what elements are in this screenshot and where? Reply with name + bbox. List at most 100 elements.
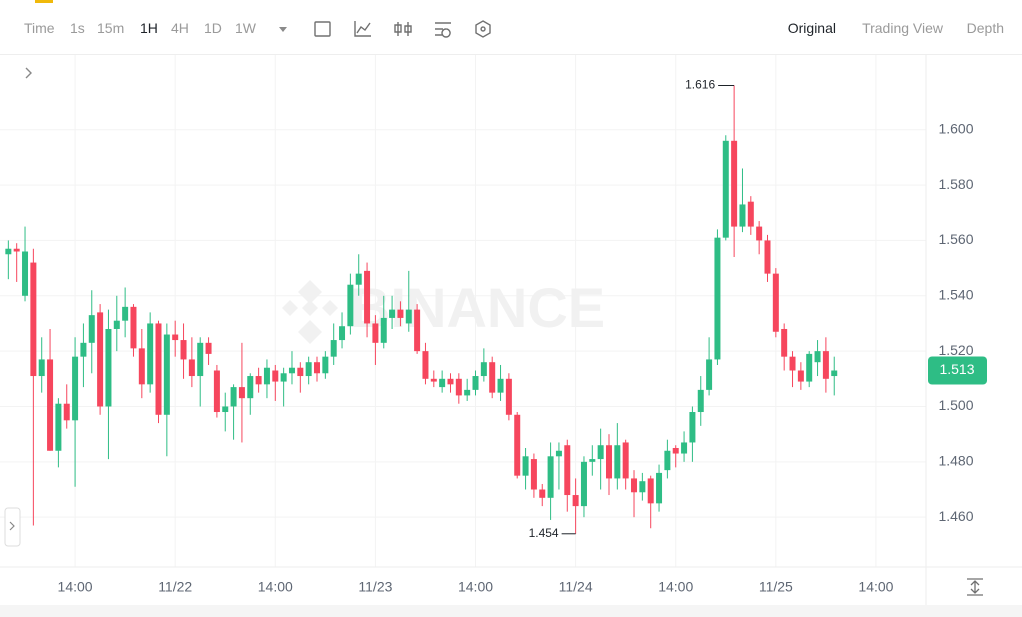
view-tab[interactable]: Trading View (862, 20, 943, 36)
candle-body (555, 450, 562, 457)
candle-body (305, 362, 312, 377)
candle-body (197, 342, 204, 377)
toolbar: Time 1s 15m 1H 4H 1D 1W Original Trading View Dep… (0, 0, 1022, 55)
max-label: 1.616 (685, 78, 715, 92)
watermark: BINANCE (350, 276, 605, 339)
candle-body (706, 359, 713, 390)
candle-body (597, 445, 604, 460)
price-tag (928, 356, 987, 385)
y-tick-label: 1.500 (938, 397, 973, 413)
y-tick-label: 1.560 (938, 231, 973, 247)
x-tick-label: 11/23 (358, 579, 392, 595)
candle-body (13, 248, 20, 252)
candle-body (505, 378, 512, 415)
candle-body (380, 317, 387, 343)
interval-button[interactable]: 1s (70, 20, 85, 36)
candle-body (130, 306, 137, 349)
candle-body (480, 362, 487, 377)
candle-body (138, 348, 145, 385)
view-tab[interactable]: Original (787, 20, 836, 36)
candle-body (739, 204, 746, 227)
accent-bar (35, 0, 53, 3)
interval-button[interactable]: 1D (204, 20, 222, 36)
candle-body (472, 376, 479, 390)
candle-body (355, 273, 362, 285)
candle-body (722, 140, 729, 238)
candle-body (731, 140, 738, 227)
x-tick-label: 14:00 (258, 579, 293, 595)
hex-icon[interactable] (475, 20, 491, 38)
candle-body (414, 309, 421, 352)
candle-body (280, 373, 287, 382)
candle-body (172, 334, 179, 341)
candle-body (297, 367, 304, 377)
candle-body (5, 248, 12, 255)
candle-body (55, 403, 62, 451)
candle-body (113, 320, 120, 329)
interval-button[interactable]: 1W (235, 20, 256, 36)
candle-body (230, 387, 237, 407)
candle-body (122, 306, 129, 321)
calendar-icon[interactable] (314, 21, 331, 37)
candle-body (756, 226, 763, 241)
x-tick-label: 11/24 (559, 579, 593, 595)
candle-body (188, 359, 195, 377)
candle-body (681, 442, 688, 454)
x-tick-label: 14:00 (658, 579, 693, 595)
candle-body (255, 376, 262, 385)
time-label[interactable]: Time (24, 20, 55, 36)
candle-body (631, 478, 638, 493)
interval-button[interactable]: 1H (140, 20, 158, 36)
candle-body (180, 340, 187, 360)
candle-body (789, 356, 796, 371)
footer-strip (0, 605, 1022, 617)
toolbar-icons (279, 20, 491, 38)
candle-body (330, 340, 337, 357)
grid (0, 55, 926, 567)
candle-body (647, 478, 654, 504)
candle-body (781, 328, 788, 357)
candle-body (589, 459, 596, 462)
y-tick-label: 1.540 (938, 286, 973, 302)
settings-icon[interactable] (435, 22, 451, 38)
candle-body (88, 315, 95, 343)
y-tick-label: 1.460 (938, 508, 973, 524)
candle-body (764, 240, 771, 274)
x-tick-label: 14:00 (858, 579, 893, 595)
candle-body (389, 309, 396, 318)
x-tick-label: 14:00 (458, 579, 493, 595)
interval-button[interactable]: 15m (97, 20, 125, 36)
scale-toggle[interactable] (967, 578, 983, 596)
interval-button[interactable]: 4H (171, 20, 189, 36)
candle-body (814, 351, 821, 363)
watermark-logo (282, 280, 338, 344)
candle-body (105, 328, 112, 407)
candle-body (822, 351, 829, 379)
candle-body (405, 309, 412, 324)
view-tab[interactable]: Depth (966, 20, 1004, 36)
candle-body (622, 442, 629, 479)
y-tick-label: 1.520 (938, 342, 973, 358)
candle-body (580, 461, 587, 507)
candle-body (772, 273, 779, 332)
candle-body (288, 367, 295, 374)
candle-body (489, 362, 496, 393)
candle-body (547, 456, 554, 498)
expand-arrow[interactable] (25, 67, 32, 79)
candle-body (22, 251, 29, 296)
candle-body (605, 445, 612, 479)
candle-icon[interactable] (394, 22, 412, 36)
candle-body (63, 403, 70, 421)
indicator-icon[interactable] (354, 21, 371, 37)
candle-body (322, 356, 329, 374)
candle-body (38, 359, 45, 377)
candle-body (372, 323, 379, 343)
candle-body (247, 376, 254, 399)
candle-body (72, 356, 79, 421)
x-tick-label: 11/25 (759, 579, 793, 595)
candle-body (222, 406, 229, 413)
more-intervals[interactable] (279, 27, 287, 32)
candle-body (80, 342, 87, 357)
price-tag-label: 1.513 (939, 361, 974, 377)
